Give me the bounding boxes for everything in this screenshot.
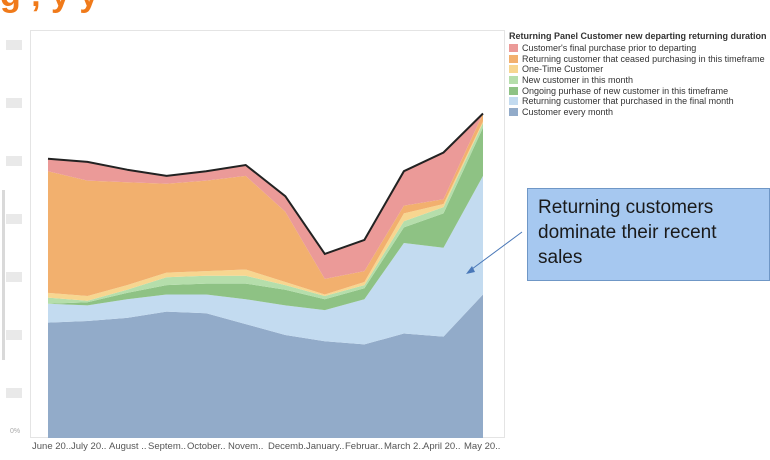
x-tick-label: January..: [306, 441, 345, 452]
annotation-callout: Returning customers dominate their recen…: [527, 188, 770, 281]
legend-swatch: [509, 65, 518, 74]
legend-item: One-Time Customer: [509, 64, 770, 75]
callout-arrow-head: [466, 266, 475, 274]
legend-swatch: [509, 54, 518, 63]
y-tick-label: [6, 98, 22, 108]
legend-item: Returning customer that purchased in the…: [509, 96, 770, 107]
legend-label: Customer's final purchase prior to depar…: [522, 43, 697, 54]
area-series-0: [48, 294, 483, 438]
legend-item: Ongoing purhase of new customer in this …: [509, 85, 770, 96]
legend-label: One-Time Customer: [522, 64, 604, 75]
legend-item: Returning customer that ceased purchasin…: [509, 54, 770, 65]
x-tick-label: August ..: [109, 441, 147, 452]
y-tick-label: [6, 156, 22, 166]
y-axis-line: [2, 190, 5, 360]
x-tick-label: Decemb..: [268, 441, 309, 452]
legend-title: Returning Panel Customer new departing r…: [509, 31, 767, 41]
page-title-fragment: g ; y y: [0, 0, 770, 16]
legend-item: Customer every month: [509, 107, 770, 118]
y-tick-label: [6, 40, 22, 50]
legend-swatch: [509, 86, 518, 95]
x-tick-label: March 2..: [384, 441, 424, 452]
legend-swatch: [509, 44, 518, 53]
x-tick-label: April 20..: [423, 441, 461, 452]
legend-swatch: [509, 107, 518, 116]
x-tick-label: June 20..: [32, 441, 72, 452]
y-tick-label: [6, 272, 22, 282]
x-tick-label: May 20..: [464, 441, 501, 452]
legend-label: Customer every month: [522, 106, 614, 117]
legend-label: Returning customer that purchased in the…: [522, 96, 734, 107]
y-tick-label: [6, 388, 22, 398]
legend-label: Returning customer that ceased purchasin…: [522, 53, 765, 64]
legend: Returning Panel Customer new departing r…: [509, 31, 770, 117]
area-series-6: [48, 113, 483, 279]
x-tick-label: Septem..: [148, 441, 187, 452]
y-axis: [0, 40, 30, 438]
legend-item: New customer in this month: [509, 75, 770, 86]
x-tick-label: Novem..: [228, 441, 264, 452]
legend-label: New customer in this month: [522, 75, 634, 86]
legend-label: Ongoing purhase of new customer in this …: [522, 85, 729, 96]
x-tick-label: October..: [187, 441, 226, 452]
y-tick-label: [6, 214, 22, 224]
legend-item: Customer's final purchase prior to depar…: [509, 43, 770, 54]
legend-swatch: [509, 76, 518, 85]
x-tick-label: Februar..: [345, 441, 384, 452]
area-series-5: [48, 113, 483, 296]
total-line: [47, 112, 484, 256]
callout-arrow: [467, 231, 523, 273]
y-zero-label: 0%: [10, 428, 21, 435]
y-tick-label: [6, 330, 22, 340]
legend-swatch: [509, 97, 518, 106]
x-tick-label: July 20..: [71, 441, 107, 452]
area-series-1: [48, 175, 483, 345]
